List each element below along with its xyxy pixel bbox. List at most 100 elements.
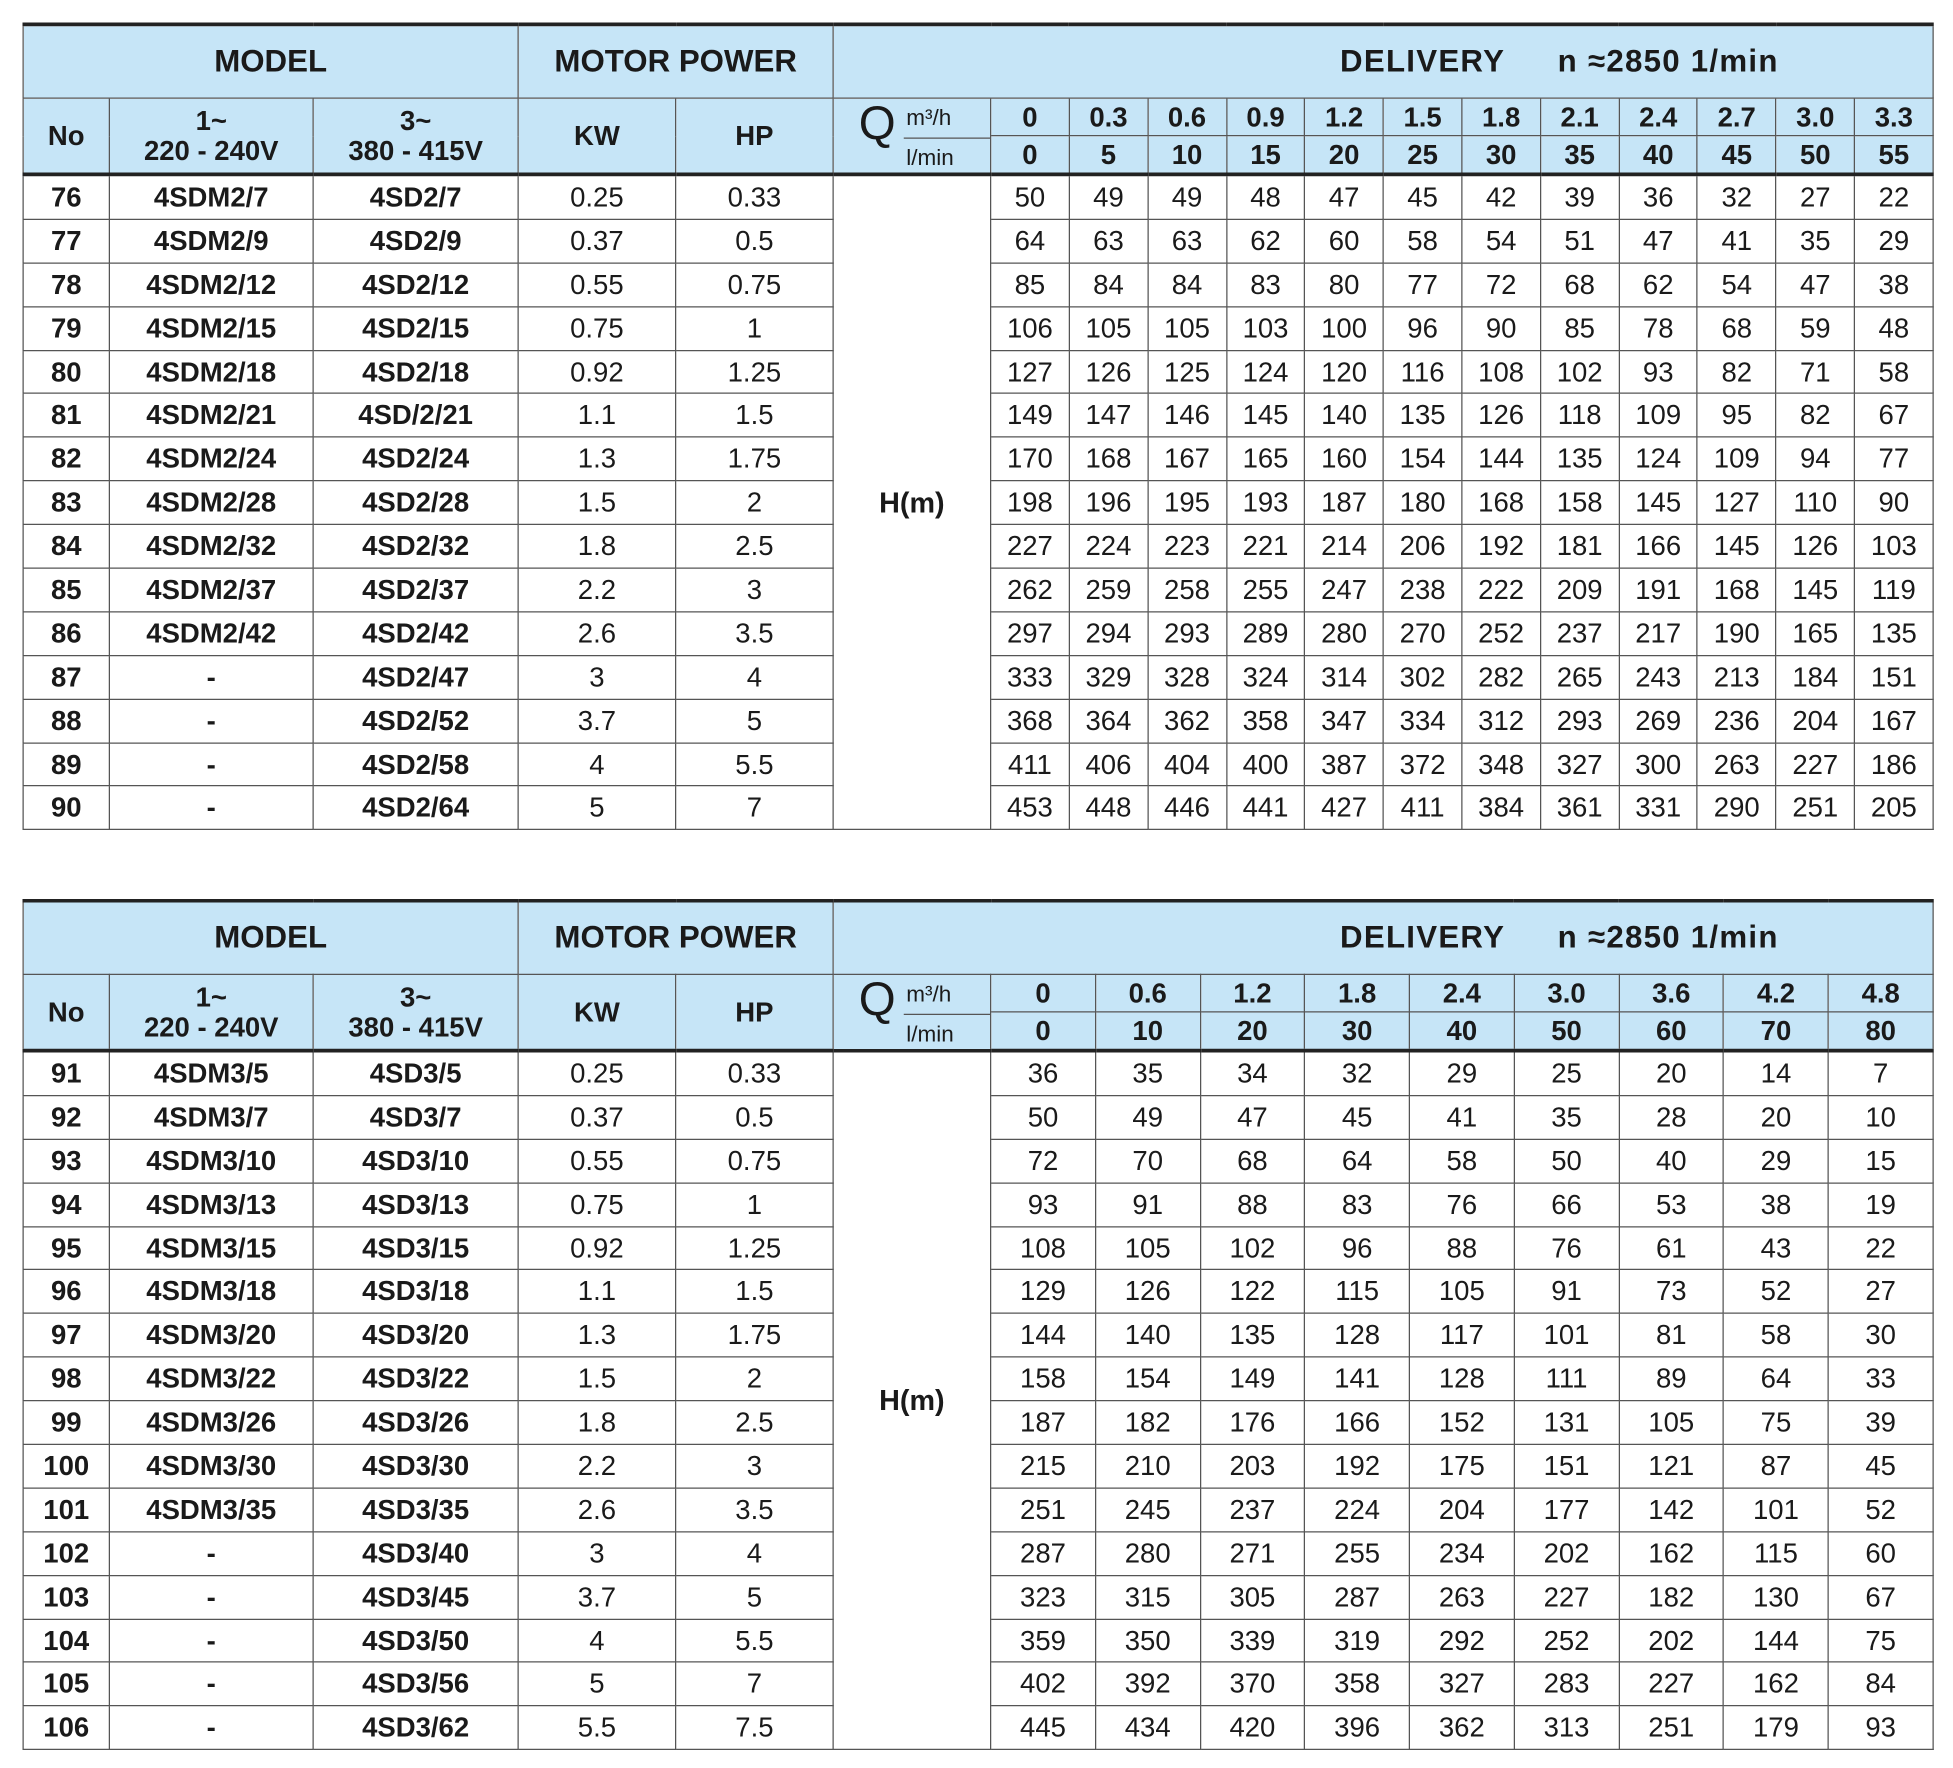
head-value: 362 (1408, 1705, 1515, 1751)
flow-m3h-value: 0.9 (1225, 97, 1306, 137)
head-value: 328 (1147, 654, 1227, 700)
table-row: 98 4SDM3/22 4SD3/22 1.5 2 158 154 149 141 128 111 8… (22, 1356, 1934, 1402)
head-value: 85 (990, 262, 1070, 308)
head-value: 29 (1722, 1138, 1829, 1184)
three-phase-header: 3~ 380 - 415V (312, 973, 519, 1053)
three-phase-model: 4SD3/10 (312, 1138, 519, 1184)
flow-m3h-value: 4.8 (1827, 973, 1934, 1013)
flow-lmin-value: 0 (990, 1011, 1096, 1053)
three-phase-model: 4SD2/24 (312, 436, 519, 482)
unit-lmin: l/min (906, 145, 954, 170)
head-value: 251 (1775, 785, 1856, 831)
model-no: 90 (22, 785, 110, 831)
head-value: 255 (1304, 1530, 1411, 1576)
subheader-row: 0 5 10 15 20 25 30 35 40 45 50 55 (23, 135, 1934, 177)
power-hp: 5.5 (675, 1618, 834, 1664)
head-value: 177 (1513, 1487, 1620, 1533)
power-hp: 7 (675, 1661, 834, 1707)
power-kw: 1.8 (517, 1400, 677, 1446)
single-phase-model: 4SDM2/7 (108, 173, 314, 220)
head-value: 203 (1199, 1443, 1306, 1489)
table-row: 76 4SDM2/7 4SD2/7 0.25 0.33 H(m) 50 49 49 48 47 45 4… (22, 173, 1934, 831)
head-value: 15 (1827, 1138, 1934, 1184)
head-value: 364 (1068, 698, 1149, 744)
head-value: 297 (990, 611, 1070, 656)
single-phase-model: 4SDM3/26 (108, 1400, 314, 1446)
head-value: 348 (1461, 741, 1542, 787)
table-row: 89-4SD2/58 4 5.5 411 406 404 400 387 372 348 327 30… (22, 741, 1934, 787)
flow-m3h-value: 2.4 (1618, 97, 1699, 137)
head-value: 101 (1513, 1312, 1620, 1358)
head-value: 152 (1408, 1400, 1515, 1446)
head-value: 50 (1513, 1138, 1620, 1184)
head-value: 53 (1618, 1182, 1725, 1227)
flow-m3h-value: 2.7 (1696, 97, 1777, 137)
head-value: 334 (1382, 698, 1463, 744)
head-value: 108 (1461, 349, 1542, 395)
head-value: 282 (1461, 654, 1542, 700)
single-phase-model: 4SDM2/28 (108, 480, 314, 526)
head-value: 40 (1618, 1138, 1725, 1184)
three-phase-model: 4SD2/9 (312, 218, 519, 264)
delivery-header: DELIVERY n ≈2850 1/min (832, 22, 1934, 99)
head-value: 127 (1696, 480, 1777, 526)
head-value: 135 (1853, 611, 1934, 656)
head-value: 68 (1696, 305, 1777, 351)
flow-lmin-value: 25 (1382, 135, 1463, 177)
head-value: 223 (1147, 523, 1227, 569)
head-value: 358 (1304, 1661, 1411, 1707)
head-value: 182 (1094, 1400, 1201, 1446)
single-phase-model: - (108, 741, 314, 787)
head-value: 215 (990, 1443, 1096, 1489)
head-value: 36 (1618, 173, 1699, 220)
power-hp: 0.75 (675, 1138, 834, 1184)
power-kw: 0.55 (517, 262, 677, 308)
head-value: 32 (1696, 173, 1777, 220)
head-value: 165 (1225, 436, 1306, 482)
head-value: 182 (1618, 1574, 1725, 1620)
head-value: 93 (1618, 349, 1699, 395)
table-row: 80 4SDM2/18 4SD2/18 0.92 1.25 127 126 125 124 120… (22, 349, 1934, 395)
three-phase-model: 4SD3/26 (312, 1400, 519, 1446)
head-value: 140 (1094, 1312, 1201, 1358)
head-value: 305 (1199, 1574, 1306, 1620)
head-value: 50 (990, 1094, 1096, 1140)
head-value: 48 (1225, 173, 1306, 220)
table-row: 82 4SDM2/24 4SD2/24 1.3 1.75 170 168 167 165 160 1… (22, 436, 1934, 482)
flow-m3h-value: 1.2 (1199, 973, 1306, 1013)
kw-header: KW (517, 973, 677, 1053)
model-no: 101 (22, 1487, 110, 1533)
three-phase-voltage: 380 - 415V (348, 134, 483, 166)
three-phase-model: 4SD3/30 (312, 1443, 519, 1489)
head-value: 22 (1827, 1225, 1934, 1271)
head-value: 64 (1722, 1356, 1829, 1402)
head-value: 214 (1304, 523, 1384, 569)
head-value: 103 (1853, 523, 1934, 569)
power-kw: 3 (517, 1530, 677, 1576)
head-value: 315 (1094, 1574, 1201, 1620)
model-no: 104 (22, 1618, 110, 1664)
head-value: 187 (990, 1400, 1096, 1446)
head-value: 324 (1225, 654, 1306, 700)
head-value: 109 (1618, 393, 1699, 438)
head-value: 168 (1461, 480, 1542, 526)
head-value: 64 (1304, 1138, 1411, 1184)
head-value: 131 (1513, 1400, 1620, 1446)
three-phase-header: 3~ 380 - 415V (312, 97, 519, 177)
head-value: 105 (1068, 305, 1149, 351)
head-value: 144 (1461, 436, 1542, 482)
three-phase-model: 4SD3/56 (312, 1661, 519, 1707)
head-value: 176 (1199, 1400, 1306, 1446)
head-value: 59 (1775, 305, 1856, 351)
head-value: 87 (1722, 1443, 1829, 1489)
single-phase-header: 1~ 220 - 240V (108, 97, 314, 177)
single-phase-voltage: 220 - 240V (143, 1010, 279, 1042)
flow-m3h-value: 1.5 (1382, 97, 1463, 137)
flow-lmin-value: 40 (1618, 135, 1699, 177)
three-phase-model: 4SD2/58 (312, 741, 519, 787)
head-value: 94 (1775, 436, 1856, 482)
model-no: 93 (22, 1138, 110, 1184)
head-value: 111 (1513, 1356, 1620, 1402)
flow-lmin-value: 60 (1618, 1011, 1725, 1053)
head-value: 67 (1853, 393, 1934, 438)
